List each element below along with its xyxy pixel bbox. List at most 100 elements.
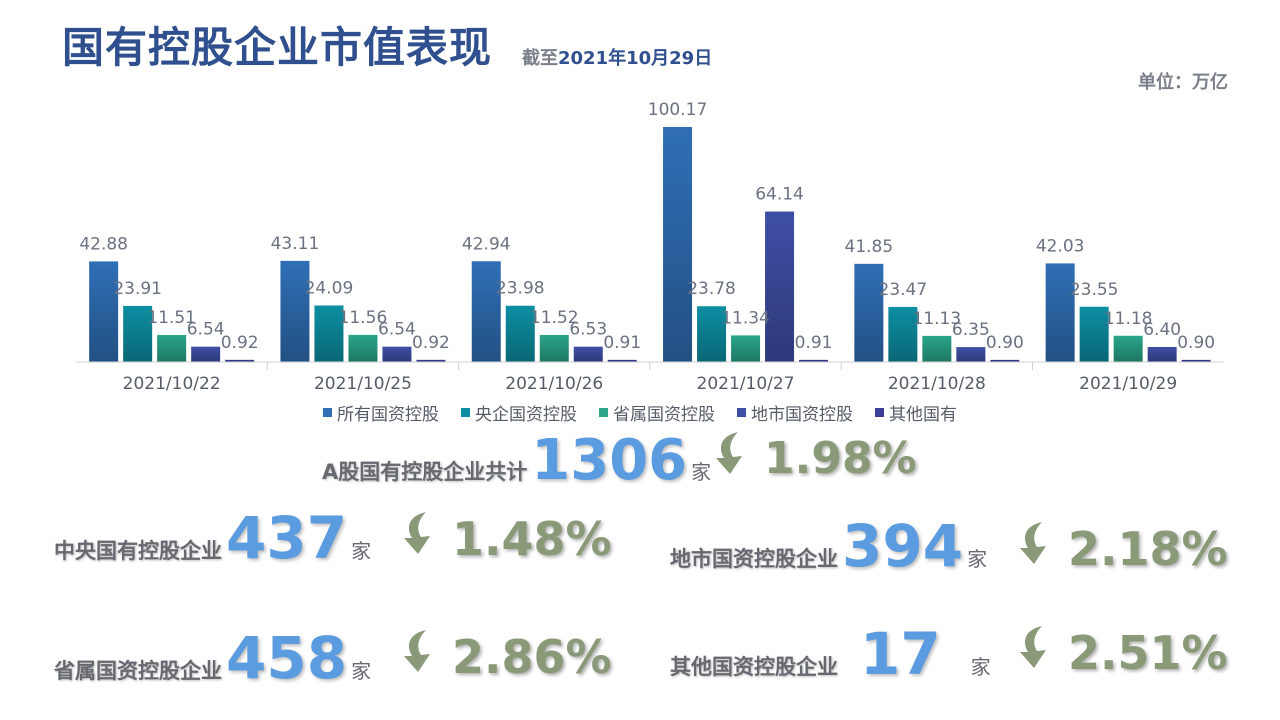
bar-2021/10/25-所有国资控股 (280, 260, 310, 362)
bar-2021/10/26-央企国资控股 (505, 305, 535, 362)
bar-2021/10/26-省属国资控股 (539, 334, 569, 362)
as-of-date: 截至2021年10月29日 (522, 44, 712, 70)
x-tick-label: 2021/10/26 (505, 374, 603, 394)
value-label: 23.47 (879, 280, 928, 300)
page-title: 国有控股企业市值表现 (62, 23, 493, 72)
bar-2021/10/22-所有国资控股 (89, 261, 119, 362)
bar-2021/10/28-省属国资控股 (922, 335, 952, 362)
bar-2021/10/27-所有国资控股 (663, 127, 693, 362)
stat-other-label: 其他国资控股企业 (670, 655, 838, 679)
stat-municipal-count: 394 (842, 512, 964, 580)
legend-item: 所有国资控股 (323, 400, 439, 425)
bar-2021/10/29-央企国资控股 (1079, 306, 1109, 362)
bar-2021/10/26-其他国有 (607, 359, 637, 362)
change-central-value: 1.48% (452, 511, 612, 566)
curved-down-arrow-icon (396, 628, 436, 685)
bar-2021/10/27-其他国有 (799, 359, 829, 362)
legend-item: 其他国有 (875, 400, 957, 425)
bar-2021/10/26-地市国资控股 (573, 346, 603, 362)
stat-municipal: 地市国资控股企业 394 家 (670, 512, 987, 580)
curved-down-arrow-icon (396, 510, 436, 567)
x-tick-label: 2021/10/28 (888, 374, 986, 394)
stat-total-label: A股国有控股企业共计 (322, 460, 528, 484)
stat-total: A股国有控股企业共计 1306 家 (322, 428, 711, 493)
legend-label: 其他国有 (889, 405, 957, 425)
value-label: 0.90 (986, 333, 1024, 353)
value-label: 43.11 (271, 234, 320, 254)
bar-2021/10/29-其他国有 (1181, 359, 1211, 362)
value-label: 100.17 (648, 100, 707, 120)
bar-2021/10/26-所有国资控股 (471, 261, 501, 362)
legend-item: 地市国资控股 (737, 400, 853, 425)
value-label: 0.90 (1177, 333, 1215, 353)
bar-2021/10/27-央企国资控股 (697, 306, 727, 362)
value-label: 23.55 (1070, 280, 1119, 300)
value-label: 0.92 (221, 333, 259, 353)
bar-2021/10/22-央企国资控股 (123, 305, 153, 362)
value-label: 6.53 (569, 320, 607, 340)
stat-central-count: 437 (226, 504, 348, 572)
stat-central: 中央国有控股企业 437 家 (54, 504, 371, 572)
chart-legend: 所有国资控股 央企国资控股 省属国资控股 地市国资控股 其他国有 (0, 400, 1280, 425)
bar-2021/10/25-其他国有 (416, 359, 446, 362)
value-label: 11.18 (1104, 309, 1153, 329)
bar-2021/10/29-地市国资控股 (1147, 346, 1177, 362)
x-tick-label: 2021/10/27 (697, 374, 795, 394)
bar-2021/10/22-其他国有 (225, 359, 255, 362)
stat-other: 其他国资控股企业 17 家 (670, 620, 991, 688)
value-label: 11.13 (913, 309, 962, 329)
legend-label: 地市国资控股 (751, 405, 853, 425)
value-label: 24.09 (305, 278, 354, 298)
change-provincial-value: 2.86% (452, 629, 612, 684)
change-other-value: 2.51% (1068, 625, 1228, 680)
market-value-bar-chart: 42.8823.9111.516.540.9243.1124.0911.566.… (76, 100, 1224, 394)
value-label: 6.35 (952, 320, 990, 340)
legend-label: 所有国资控股 (337, 405, 439, 425)
value-label: 0.91 (795, 333, 833, 353)
bar-2021/10/27-地市国资控股 (765, 211, 795, 362)
bar-2021/10/28-其他国有 (990, 359, 1020, 362)
legend-swatch (461, 408, 470, 417)
value-label: 42.94 (462, 234, 511, 254)
legend-swatch (323, 408, 332, 417)
value-label: 42.88 (79, 234, 128, 254)
value-label: 64.14 (755, 185, 804, 205)
bar-2021/10/29-省属国资控股 (1113, 335, 1143, 362)
change-central: 1.48% (396, 510, 612, 567)
change-total-value: 1.98% (764, 433, 917, 484)
stat-other-count: 17 (860, 620, 941, 688)
change-municipal: 2.18% (1012, 520, 1228, 577)
bar-2021/10/25-央企国资控股 (314, 305, 344, 362)
value-label: 6.54 (187, 320, 225, 340)
value-label: 23.98 (496, 279, 545, 299)
bar-2021/10/29-所有国资控股 (1045, 263, 1075, 362)
value-label: 11.51 (147, 308, 196, 328)
stat-municipal-label: 地市国资控股企业 (670, 547, 838, 571)
curved-down-arrow-icon (1012, 624, 1052, 681)
stat-central-unit: 家 (351, 539, 372, 563)
bar-2021/10/28-央企国资控股 (888, 306, 918, 362)
stat-total-unit: 家 (691, 460, 712, 484)
legend-swatch (875, 408, 884, 417)
change-total: 1.98% (708, 430, 917, 487)
unit-label: 单位：万亿 (1138, 72, 1228, 93)
stat-central-label: 中央国有控股企业 (54, 539, 222, 563)
value-label: 42.03 (1036, 236, 1085, 256)
x-tick-label: 2021/10/29 (1079, 374, 1177, 394)
bar-2021/10/25-地市国资控股 (382, 346, 412, 362)
curved-down-arrow-icon (708, 430, 748, 487)
value-label: 11.52 (530, 308, 579, 328)
value-label: 6.40 (1143, 320, 1181, 340)
stat-provincial-count: 458 (226, 624, 348, 692)
stat-total-count: 1306 (531, 428, 688, 493)
x-tick-label: 2021/10/22 (123, 374, 221, 394)
bar-2021/10/22-地市国资控股 (191, 346, 221, 362)
stat-other-unit: 家 (970, 655, 991, 679)
as-of-value: 2021年10月29日 (558, 48, 713, 69)
bar-2021/10/25-省属国资控股 (348, 334, 378, 362)
value-label: 41.85 (845, 237, 894, 257)
value-label: 11.34 (721, 308, 770, 328)
legend-item: 省属国资控股 (599, 400, 715, 425)
value-label: 0.92 (412, 333, 450, 353)
legend-label: 省属国资控股 (613, 405, 715, 425)
